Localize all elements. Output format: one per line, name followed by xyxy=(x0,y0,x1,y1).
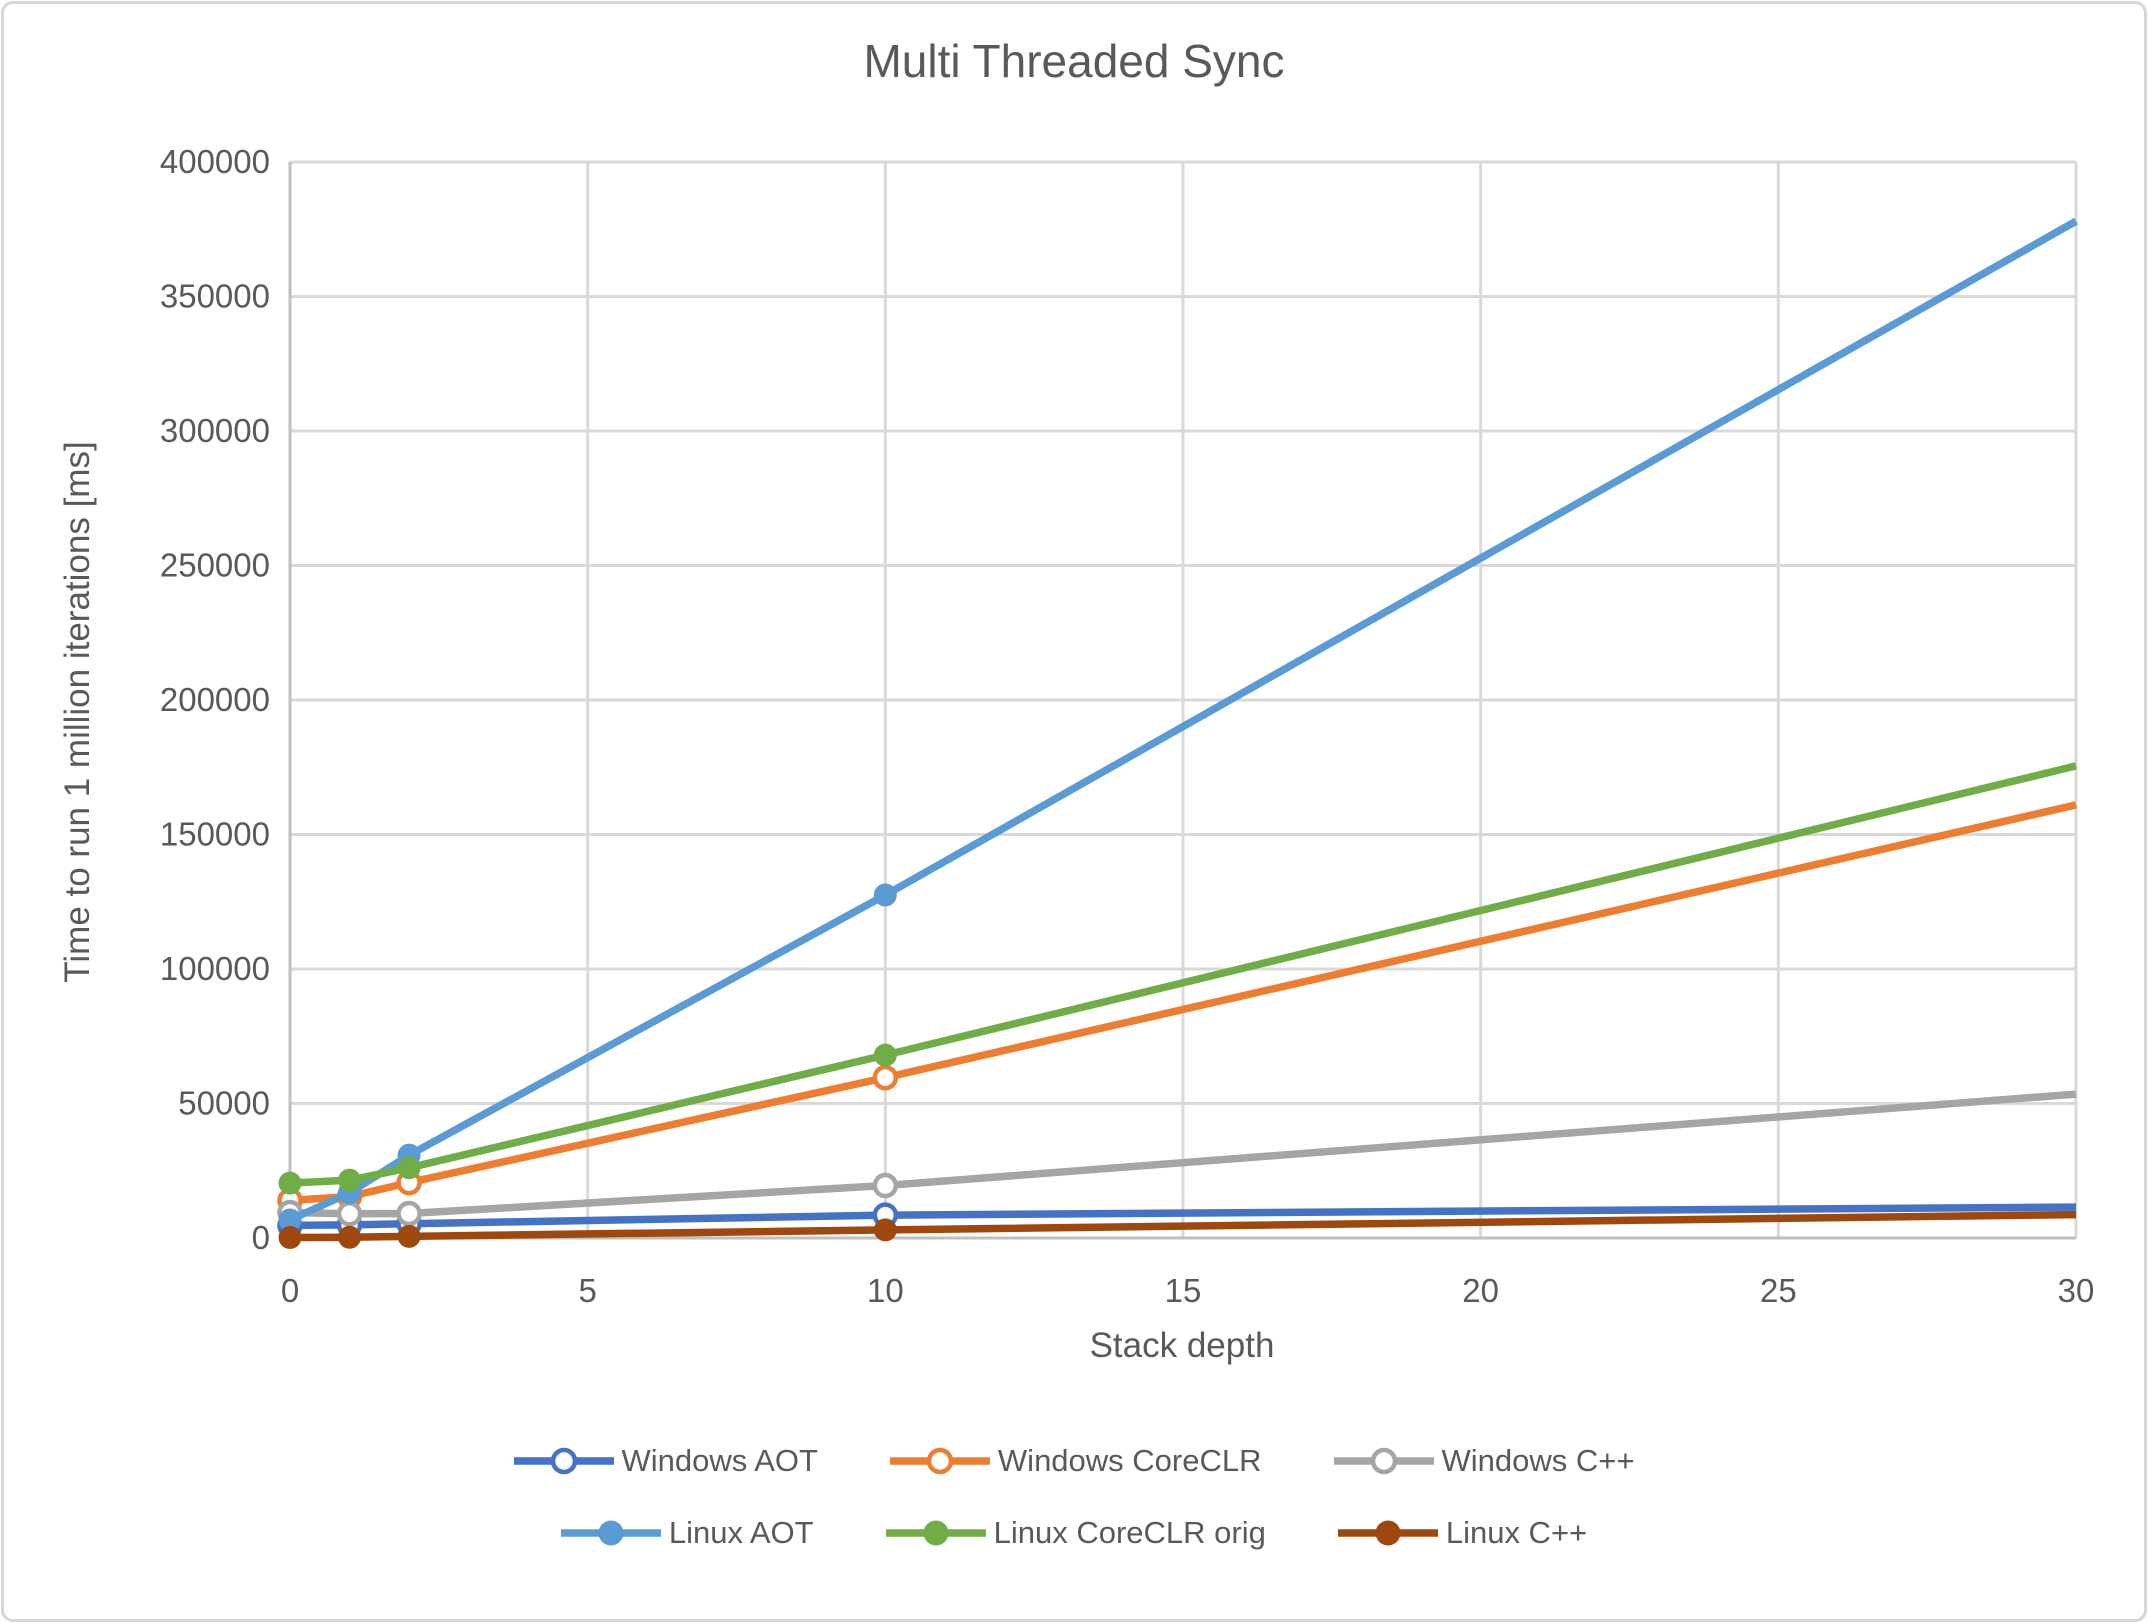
data-point-marker xyxy=(872,1172,899,1199)
data-point-marker xyxy=(278,1171,302,1195)
x-tick-label-20: 20 xyxy=(1462,1272,1499,1309)
y-tick-label-100000: 100000 xyxy=(160,950,270,987)
series-linux-cpp xyxy=(278,1210,2077,1249)
y-tick-label-300000: 300000 xyxy=(160,412,270,449)
legend-label-windows-aot: Windows AOT xyxy=(621,1443,818,1478)
x-tick-label-10: 10 xyxy=(867,1272,904,1309)
legend-row-2: Linux AOT Linux CoreCLR orig Linux C++ xyxy=(560,1514,1588,1552)
y-tick-label-400000: 400000 xyxy=(160,143,270,180)
legend-label-windows-coreclr: Windows CoreCLR xyxy=(997,1443,1262,1478)
legend-marker-point xyxy=(923,1520,949,1546)
legend-item-windows-coreclr: Windows CoreCLR xyxy=(889,1442,1262,1480)
data-point-marker xyxy=(872,1064,899,1091)
chart-title: Multi Threaded Sync xyxy=(863,35,1285,87)
x-axis-title: Stack depth xyxy=(1089,1326,1275,1365)
x-tick-label-5: 5 xyxy=(578,1272,596,1309)
legend-marker-point xyxy=(598,1520,624,1546)
data-point-marker xyxy=(397,1156,421,1180)
series-linux-aot xyxy=(278,217,2078,1232)
y-tick-label-50000: 50000 xyxy=(178,1085,270,1122)
legend-label-linux-cpp: Linux C++ xyxy=(1445,1515,1588,1550)
y-tick-label-350000: 350000 xyxy=(160,278,270,315)
legend-marker-point xyxy=(550,1447,577,1475)
legend-label-windows-cpp: Windows C++ xyxy=(1441,1443,1635,1478)
data-point-marker xyxy=(873,883,897,907)
data-point-marker xyxy=(338,1168,362,1192)
series-windows-coreclr xyxy=(277,801,2077,1214)
series-linux-coreclr-orig xyxy=(278,762,2077,1195)
legend-marker-linux-coreclr-orig xyxy=(885,1520,986,1546)
data-point-marker xyxy=(336,1201,363,1227)
legend-item-windows-aot: Windows AOT xyxy=(513,1442,818,1480)
legend-label-linux-coreclr-orig: Linux CoreCLR orig xyxy=(993,1515,1266,1550)
legend-item-linux-coreclr-orig: Linux CoreCLR orig xyxy=(885,1514,1266,1552)
y-tick-label-0: 0 xyxy=(252,1219,270,1256)
data-point-marker xyxy=(338,1225,362,1249)
legend-item-linux-aot: Linux AOT xyxy=(560,1514,814,1552)
y-tick-label-250000: 250000 xyxy=(160,547,270,584)
legend-marker-linux-cpp xyxy=(1337,1520,1438,1546)
x-tick-label-0: 0 xyxy=(281,1272,299,1309)
legend-marker-windows-cpp xyxy=(1333,1447,1434,1475)
y-axis-title: Time to run 1 million iterations [ms] xyxy=(58,441,97,983)
legend-marker-windows-aot xyxy=(513,1447,614,1475)
legend: Windows AOT Windows CoreCLR Windows C++ Lin… xyxy=(0,1442,2148,1552)
legend-marker-linux-aot xyxy=(560,1520,661,1546)
x-tick-label-25: 25 xyxy=(1760,1272,1797,1309)
data-point-marker xyxy=(873,1218,897,1242)
y-tick-label-200000: 200000 xyxy=(160,681,270,718)
x-tick-label-30: 30 xyxy=(2058,1272,2095,1309)
legend-marker-point xyxy=(1370,1447,1397,1475)
legend-marker-windows-coreclr xyxy=(889,1447,990,1475)
data-point-marker xyxy=(873,1043,897,1067)
data-point-marker xyxy=(278,1208,302,1232)
y-tick-label-150000: 150000 xyxy=(160,816,270,853)
series-windows-cpp xyxy=(277,1090,2077,1227)
x-tick-label-15: 15 xyxy=(1165,1272,1202,1309)
legend-marker-point xyxy=(926,1447,954,1475)
data-point-marker xyxy=(396,1200,422,1227)
data-point-marker xyxy=(278,1225,302,1249)
legend-item-linux-cpp: Linux C++ xyxy=(1337,1514,1588,1552)
legend-row-1: Windows AOT Windows CoreCLR Windows C++ xyxy=(513,1442,1635,1480)
legend-label-linux-aot: Linux AOT xyxy=(668,1515,814,1550)
legend-marker-point xyxy=(1375,1520,1401,1546)
data-point-marker xyxy=(397,1224,421,1248)
legend-item-windows-cpp: Windows C++ xyxy=(1333,1442,1635,1480)
